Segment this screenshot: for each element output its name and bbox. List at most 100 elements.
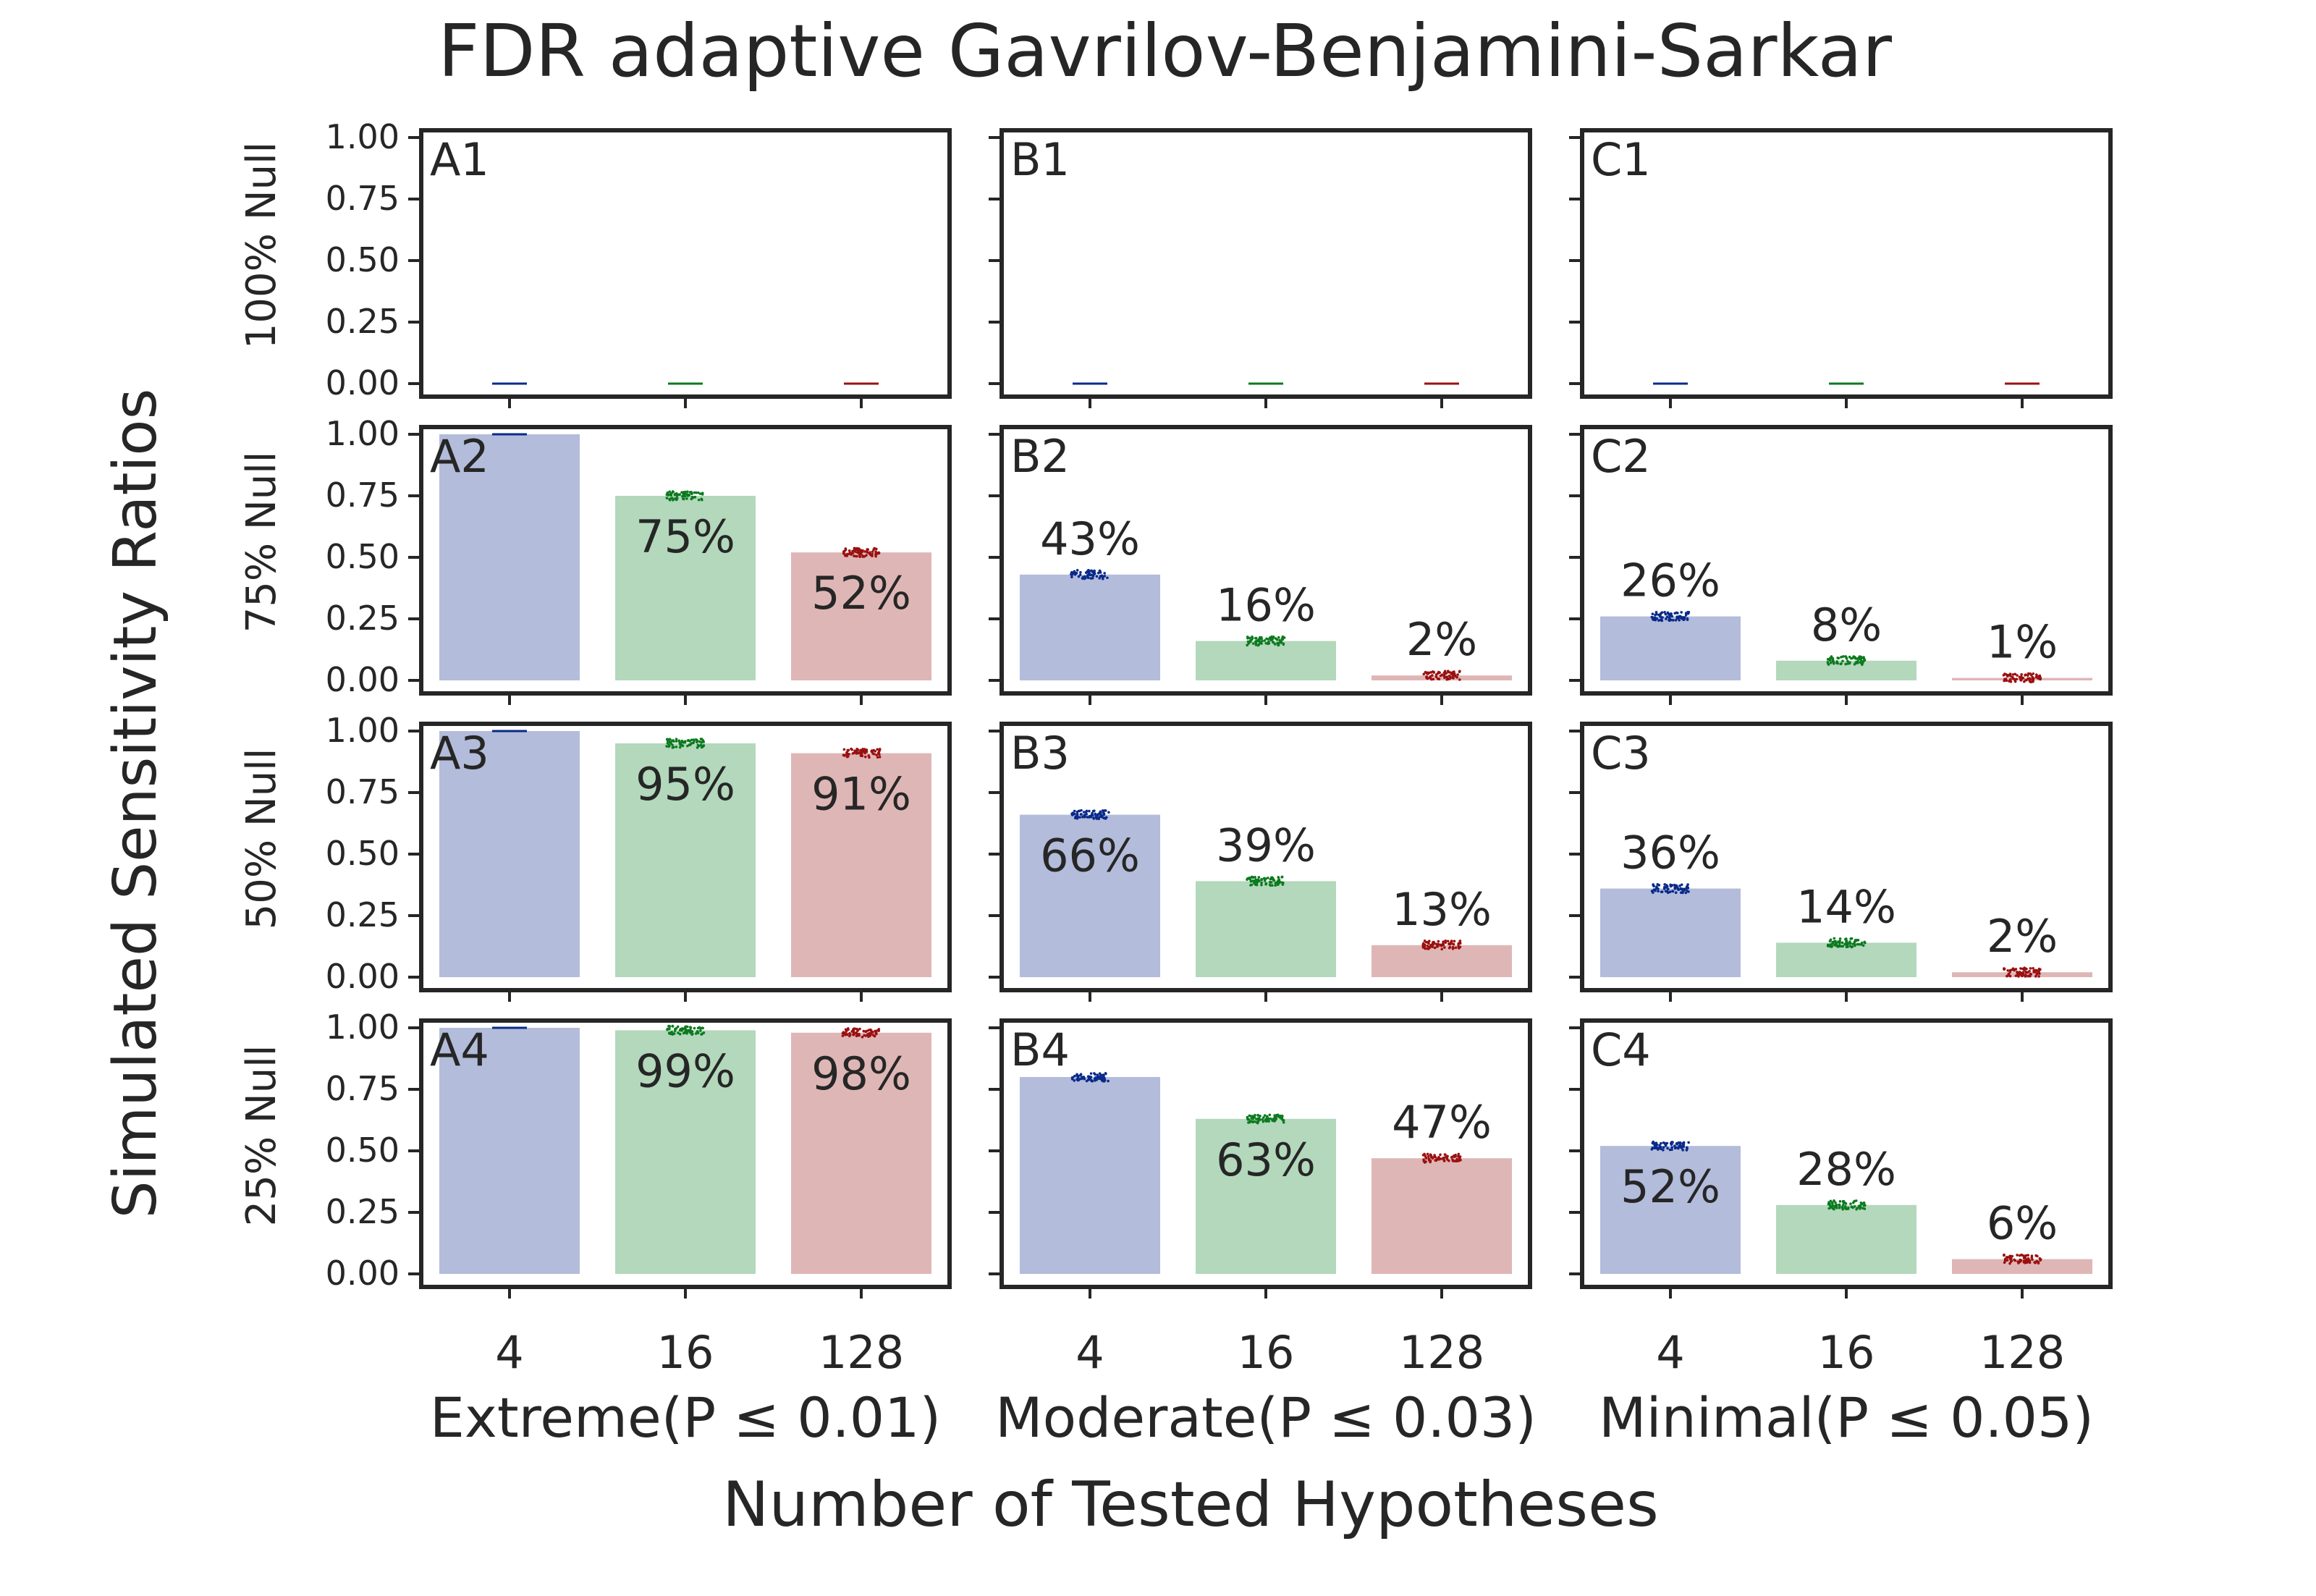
sim-point <box>1277 882 1281 884</box>
sim-point <box>1282 881 1285 884</box>
sim-point <box>1845 940 1848 942</box>
sim-point <box>675 740 678 743</box>
sim-point <box>1445 675 1449 679</box>
sim-point <box>1830 945 1834 948</box>
sim-point <box>1650 615 1654 619</box>
sim-point <box>1859 661 1862 664</box>
sim-point <box>1434 942 1438 946</box>
sim-point <box>1680 883 1683 887</box>
sim-point <box>2020 673 2023 676</box>
sim-point <box>846 1028 849 1031</box>
sim-point <box>1081 816 1084 819</box>
sim-point <box>1261 639 1264 643</box>
sim-point <box>668 1025 672 1028</box>
sim-point <box>1080 813 1083 816</box>
sim-point <box>1840 656 1843 659</box>
sim-point <box>1651 612 1654 615</box>
data-label-a4-128: 98% <box>811 1047 911 1100</box>
sim-point <box>1095 575 1099 578</box>
sim-point <box>678 742 682 746</box>
sim-point <box>1252 642 1255 645</box>
sim-point <box>665 738 669 741</box>
sim-point <box>1849 1202 1852 1205</box>
bar-a3-16 <box>615 743 756 977</box>
sim-point <box>1668 612 1670 616</box>
data-label-c3-16: 14% <box>1796 880 1896 933</box>
sim-point <box>1853 1199 1856 1203</box>
sim-point <box>1254 636 1258 640</box>
points-c3-4 <box>1650 882 1690 895</box>
sim-point <box>1095 817 1099 820</box>
sim-point <box>1671 890 1674 892</box>
panel-label-b3: B3 <box>1010 727 1070 780</box>
sim-point <box>1272 879 1276 882</box>
sim-point <box>1853 940 1856 944</box>
sim-point <box>1281 1118 1284 1121</box>
sim-point <box>1422 672 1426 676</box>
sim-point <box>1659 618 1662 622</box>
sim-point <box>1838 1206 1841 1209</box>
sim-point <box>845 1033 849 1036</box>
sim-point <box>1834 942 1838 945</box>
sim-point <box>1093 1078 1096 1081</box>
sim-point <box>1274 637 1277 640</box>
sim-point <box>1833 1207 1835 1211</box>
sim-point <box>1677 888 1681 892</box>
sim-point <box>665 745 668 748</box>
sim-point <box>1428 676 1432 680</box>
sim-point <box>1107 1079 1110 1083</box>
sim-point <box>1264 882 1267 886</box>
panel-label-b1: B1 <box>1010 133 1070 186</box>
sim-point <box>698 740 701 743</box>
sim-point <box>1666 887 1670 890</box>
sim-point <box>674 492 677 496</box>
sim-point <box>2016 974 2020 977</box>
sim-point <box>677 1031 680 1034</box>
sim-point <box>1258 636 1261 639</box>
sim-point <box>1447 677 1450 681</box>
points-a3-16 <box>665 738 706 749</box>
bar-b3-128 <box>1372 945 1512 977</box>
sim-point <box>1654 610 1658 614</box>
sim-point <box>1254 878 1257 881</box>
sim-point <box>842 1033 846 1036</box>
points-b3-16 <box>1246 875 1285 887</box>
panel-label-a2: A2 <box>430 430 489 483</box>
sim-point <box>1863 940 1867 944</box>
sim-point <box>1429 1153 1432 1156</box>
sim-point <box>1855 938 1859 942</box>
sim-point <box>1655 612 1658 616</box>
sim-point <box>683 490 687 494</box>
sim-point <box>1103 575 1107 578</box>
sim-point <box>845 755 849 759</box>
sim-point <box>1101 1073 1104 1077</box>
sim-point <box>1663 611 1666 614</box>
y-axis-label: Simulated Sensitivity Ratios <box>101 389 170 1219</box>
sim-point <box>1255 882 1259 884</box>
sim-point <box>1282 1120 1285 1124</box>
sim-point <box>843 754 846 757</box>
sim-point <box>1437 940 1440 943</box>
sim-point <box>863 554 866 558</box>
data-label-b2-128: 2% <box>1406 613 1477 666</box>
sim-point <box>1099 813 1102 816</box>
sim-point <box>1082 811 1086 814</box>
sim-point <box>850 1030 853 1033</box>
sim-point <box>2011 673 2015 676</box>
points-a4-16 <box>666 1024 706 1036</box>
sim-point <box>1428 1159 1431 1162</box>
sim-point <box>2026 677 2029 680</box>
sim-point <box>2016 674 2019 677</box>
sim-point <box>1083 1077 1086 1081</box>
sim-point <box>2014 968 2018 971</box>
sim-point <box>690 492 693 496</box>
y-tick-label: 0.00 <box>326 363 400 402</box>
sim-point <box>1427 672 1430 675</box>
sim-point <box>1687 610 1691 614</box>
sim-point <box>1686 890 1689 892</box>
sim-point <box>1675 884 1678 887</box>
sim-point <box>1277 876 1280 879</box>
sim-point <box>1424 947 1427 950</box>
points-c4-128 <box>2003 1253 2042 1265</box>
